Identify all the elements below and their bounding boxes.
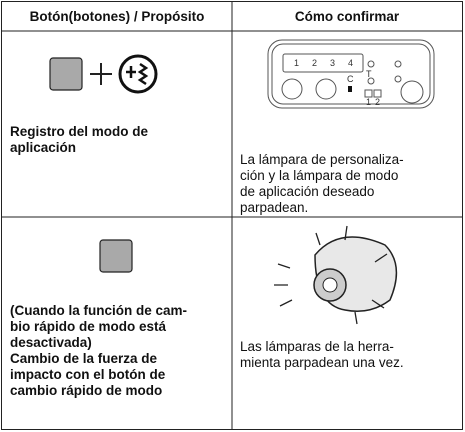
cell-text-line: de aplicación deseado	[240, 184, 374, 199]
lamp-number: 4	[348, 58, 353, 68]
cell-text-line: La lámpara de personaliza-	[240, 152, 404, 167]
button-combo-icon	[49, 54, 158, 94]
cell-text-line: desactivada)	[10, 335, 92, 350]
header-cell: Botón(botones) / Propósito	[30, 9, 205, 24]
control-panel-diagram	[267, 39, 435, 109]
cell-text-line: Cambio de la fuerza de	[10, 351, 158, 366]
panel-label: 2	[375, 97, 380, 107]
header-cell: Cómo confirmar	[295, 9, 400, 24]
button-icon	[99, 239, 133, 273]
panel-label: T	[366, 69, 372, 79]
cell-text-line: aplicación	[10, 140, 76, 155]
cell-text-line: Las lámparas de la herra-	[240, 339, 394, 354]
lamp-number: 1	[294, 58, 299, 68]
cell-text-line: parpadean.	[240, 200, 308, 215]
cell-text-line: ción y la lámpara de modo	[240, 168, 398, 183]
cell-text-line: Registro del modo de	[10, 124, 149, 139]
cell-text-line: impacto con el botón de	[10, 367, 166, 382]
panel-label: 1	[366, 97, 371, 107]
lamp-number: 2	[312, 58, 317, 68]
lamp-number: 3	[330, 58, 335, 68]
cell-text-line: cambio rápido de modo	[10, 383, 162, 398]
cell-text-line: (Cuando la función de cam-	[10, 303, 187, 318]
panel-label: C	[347, 74, 354, 84]
cell-text-line: bio rápido de modo está	[10, 319, 167, 334]
tool-illustration	[274, 225, 398, 325]
cell-text-line: mienta parpadean una vez.	[240, 355, 404, 370]
